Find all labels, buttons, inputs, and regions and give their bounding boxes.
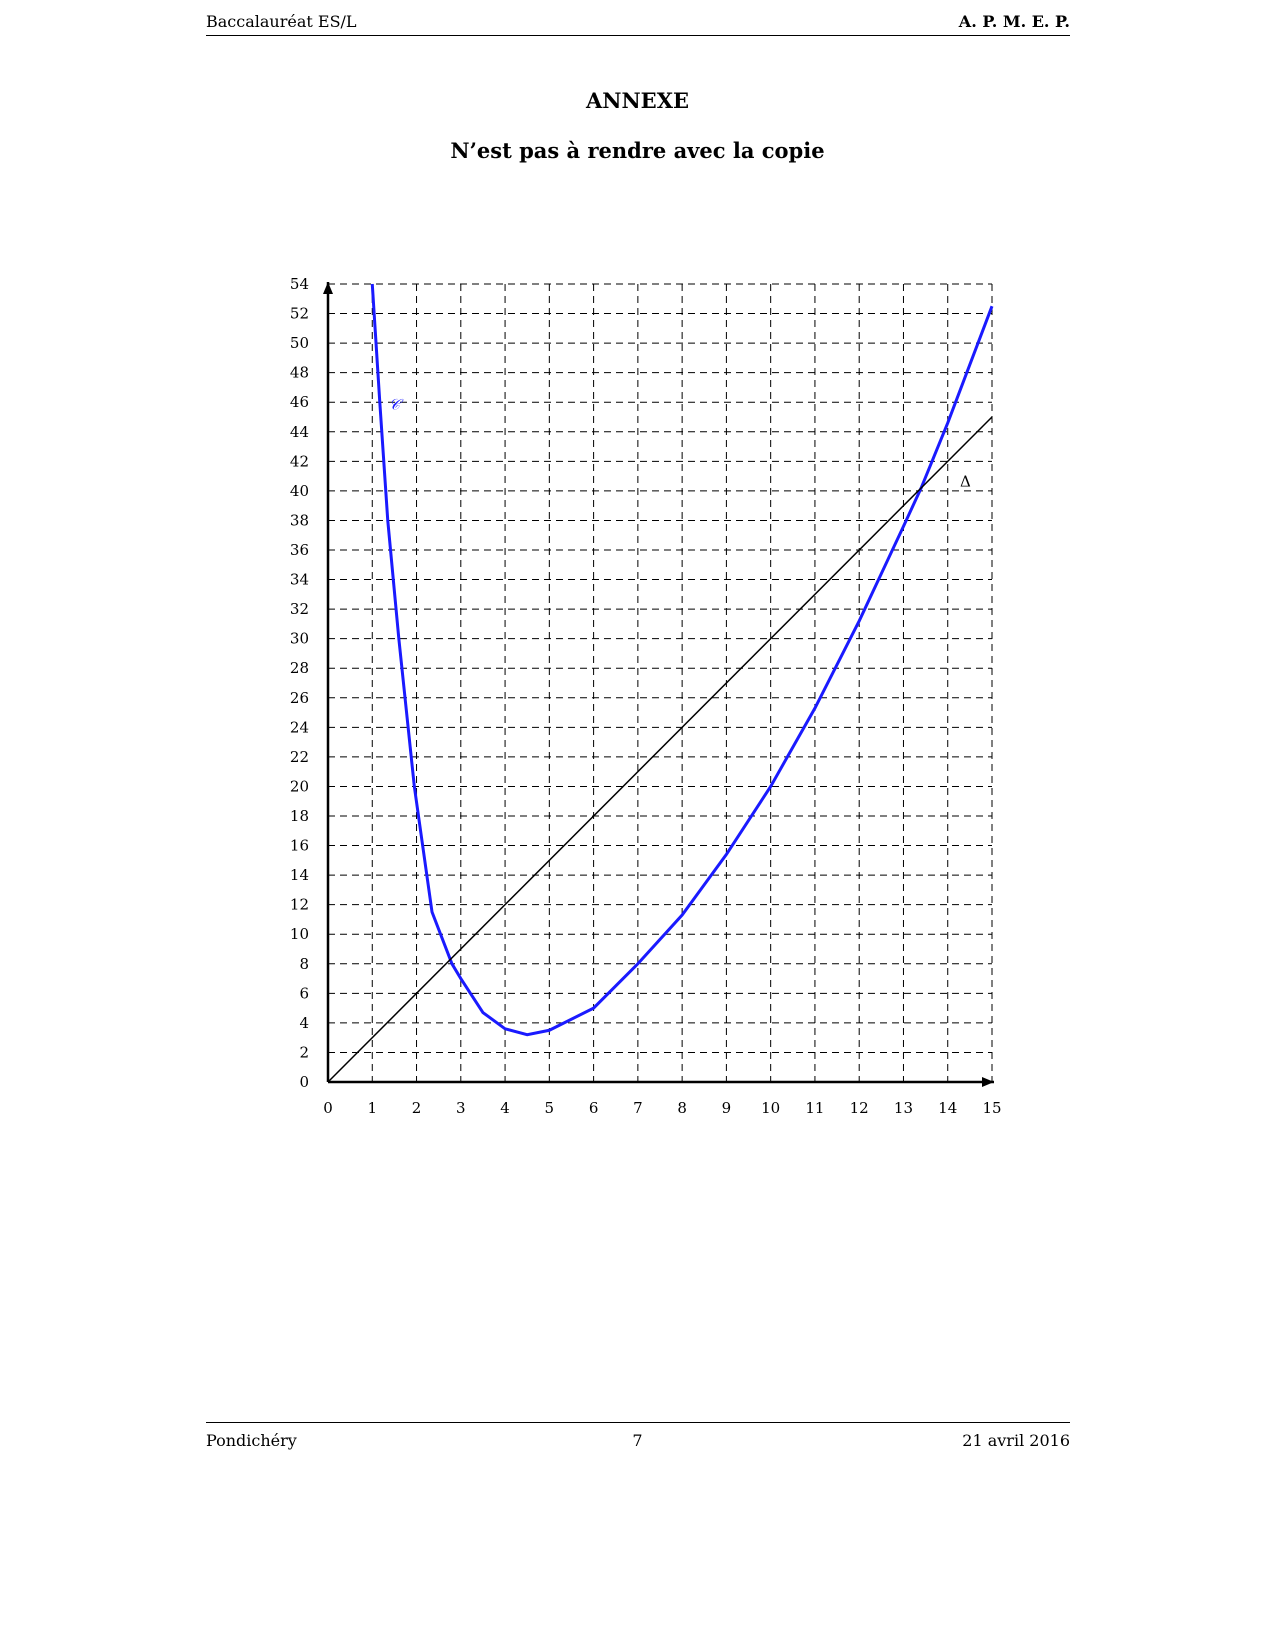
y-tick-label: 30	[290, 630, 309, 648]
y-tick-label: 38	[290, 511, 309, 529]
subtitle: N’est pas à rendre avec la copie	[450, 138, 825, 163]
chart: 0 1 2 3 4 5 6 7 8 9 10 11 12 13 14 15024681012141618202…	[290, 275, 1002, 1117]
y-tick-label: 12	[290, 896, 309, 914]
x-tick-label: 6	[589, 1099, 599, 1117]
footer-left: Pondichéry	[206, 1431, 297, 1450]
title: ANNEXE	[586, 88, 689, 113]
y-tick-label: 14	[290, 866, 309, 884]
footer-rule	[206, 1422, 1070, 1423]
y-tick-label: 2	[299, 1043, 309, 1061]
header-right: A. P. M. E. P.	[958, 12, 1070, 31]
y-tick-label: 50	[290, 334, 309, 352]
y-arrow	[323, 282, 333, 294]
y-tick-label: 44	[290, 423, 309, 441]
y-tick-label: 0	[299, 1073, 309, 1091]
x-tick-label: 2	[412, 1099, 422, 1117]
y-tick-label: 52	[290, 305, 309, 323]
x-tick-label: 7	[633, 1099, 643, 1117]
x-arrow	[982, 1077, 994, 1087]
y-tick-label: 36	[290, 541, 309, 559]
x-tick-label: 0	[323, 1099, 333, 1117]
x-tick-label: 11	[805, 1099, 824, 1117]
x-tick-label: 13	[894, 1099, 913, 1117]
x-tick-label: 9	[722, 1099, 732, 1117]
x-tick-label: 3	[456, 1099, 466, 1117]
y-tick-label: 20	[290, 777, 309, 795]
x-tick-label: 4	[500, 1099, 510, 1117]
y-tick-label: 34	[290, 571, 309, 589]
y-tick-label: 22	[290, 748, 309, 766]
series-label: 𝒞	[389, 396, 404, 414]
header-left: Baccalauréat ES/L	[206, 12, 357, 31]
y-tick-label: 16	[290, 837, 309, 855]
y-tick-label: 18	[290, 807, 309, 825]
y-tick-label: 24	[290, 718, 309, 736]
y-tick-label: 32	[290, 600, 309, 618]
y-tick-label: 10	[290, 925, 309, 943]
x-tick-label: 8	[677, 1099, 687, 1117]
x-tick-label: 15	[982, 1099, 1001, 1117]
header-rule	[206, 35, 1070, 36]
x-tick-label: 12	[850, 1099, 869, 1117]
series-line	[327, 416, 993, 1083]
y-tick-label: 42	[290, 452, 309, 470]
series-label: Δ	[960, 472, 971, 490]
y-tick-label: 28	[290, 659, 309, 677]
y-tick-label: 54	[290, 275, 309, 293]
y-tick-label: 6	[299, 984, 309, 1002]
y-tick-label: 40	[290, 482, 309, 500]
y-tick-label: 4	[299, 1014, 309, 1032]
footer-right: 21 avril 2016	[962, 1431, 1070, 1450]
x-tick-label: 10	[761, 1099, 780, 1117]
y-tick-label: 8	[299, 955, 309, 973]
x-tick-label: 14	[938, 1099, 957, 1117]
y-tick-label: 26	[290, 689, 309, 707]
page-number: 7	[632, 1431, 643, 1450]
x-tick-label: 5	[545, 1099, 555, 1117]
series-line	[370, 283, 994, 1037]
x-tick-label: 1	[367, 1099, 377, 1117]
y-tick-label: 48	[290, 364, 309, 382]
y-tick-label: 46	[290, 393, 309, 411]
